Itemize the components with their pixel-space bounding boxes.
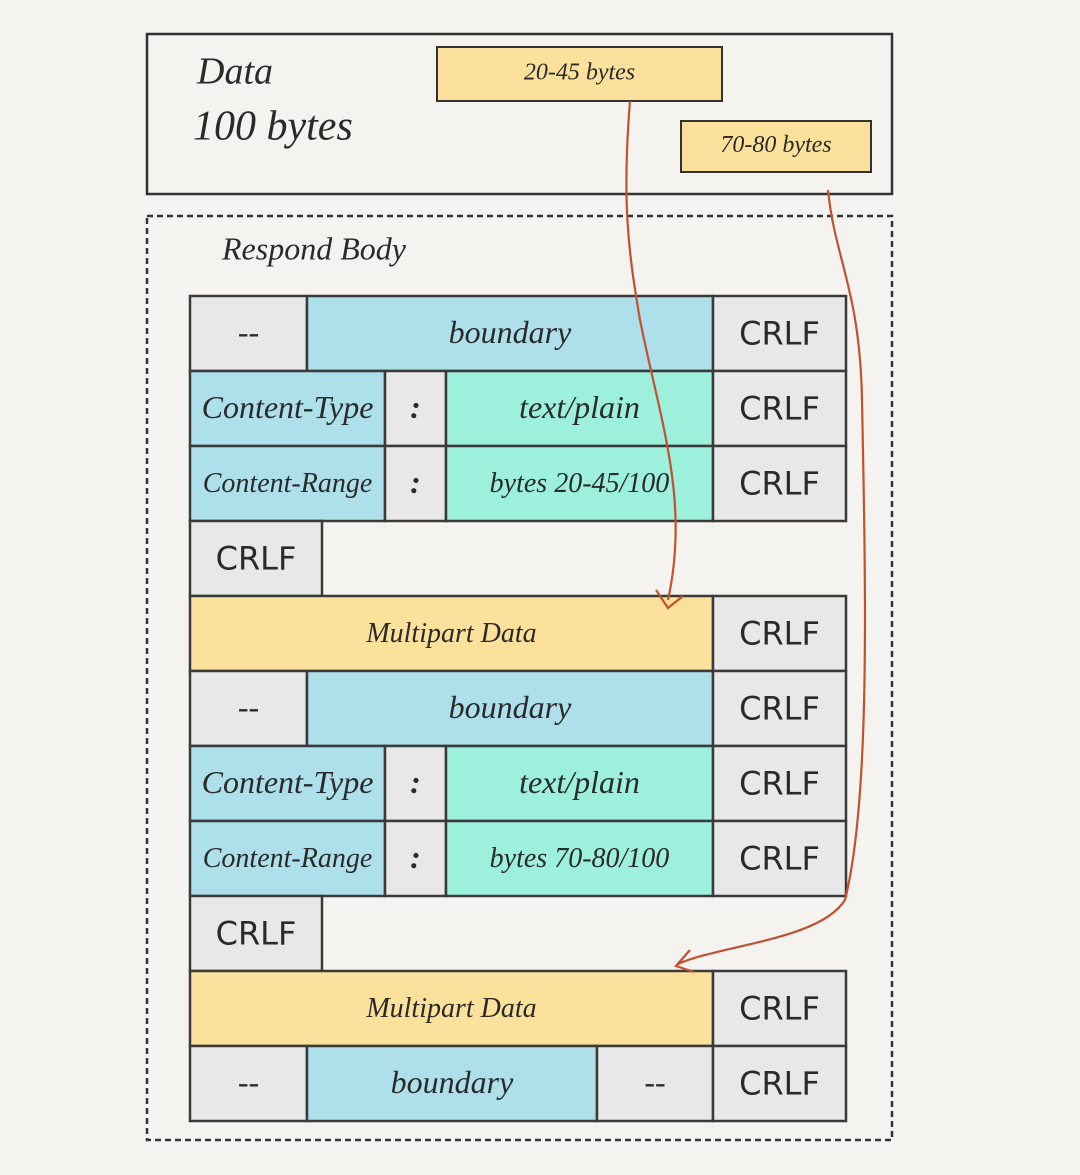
range-box	[680, 120, 872, 173]
cell-label: :	[410, 839, 421, 875]
cell-label: CRLF	[739, 390, 820, 428]
cell-label: Multipart Data	[365, 993, 536, 1024]
cell	[711, 444, 848, 523]
cell-label: --	[238, 689, 259, 725]
arrow	[625, 100, 677, 601]
ranges: 20-45 bytes 70-80 bytes	[436, 46, 872, 173]
range-label: 20-45 bytes	[524, 60, 635, 86]
cell-label: :	[410, 389, 421, 425]
cell	[711, 819, 848, 898]
cell-label: CRLF	[739, 465, 820, 503]
cell	[444, 744, 715, 823]
cell-label: boundary	[449, 314, 572, 350]
cell-label: bytes 20-45/100	[490, 468, 670, 499]
cell	[188, 369, 387, 448]
cell	[711, 594, 848, 673]
cell	[188, 1044, 309, 1123]
cell	[188, 669, 309, 748]
cell	[188, 519, 324, 598]
arrow-head	[674, 949, 695, 974]
cell-label: bytes 70-80/100	[490, 843, 670, 874]
cell-label: :	[410, 764, 421, 800]
cell-label: boundary	[449, 689, 572, 725]
cell-label: CRLF	[739, 615, 820, 653]
cell	[305, 669, 715, 748]
cell-label: Content-Range	[203, 843, 373, 874]
cell	[383, 819, 448, 898]
cell-label: CRLF	[739, 315, 820, 353]
cell-label: CRLF	[739, 990, 820, 1028]
cell	[711, 294, 848, 373]
cell-label: CRLF	[216, 540, 297, 578]
cell	[188, 744, 387, 823]
cell	[383, 444, 448, 523]
cell	[711, 669, 848, 748]
arrow	[677, 189, 867, 966]
cell	[711, 744, 848, 823]
cell-label: text/plain	[519, 389, 640, 425]
data-box	[145, 32, 894, 196]
cell-label: CRLF	[739, 1065, 820, 1103]
cell-label: :	[410, 464, 421, 500]
body-title: Respond Body	[221, 230, 407, 266]
cell	[444, 369, 715, 448]
cell	[188, 444, 387, 523]
cell	[711, 1044, 848, 1123]
cell-label: Content-Type	[202, 764, 374, 800]
cell-label: Content-Type	[202, 389, 374, 425]
range-box	[436, 46, 723, 102]
cell-label: CRLF	[739, 765, 820, 803]
cell	[595, 1044, 715, 1123]
cell-label: CRLF	[739, 690, 820, 728]
cell	[383, 744, 448, 823]
cell	[188, 294, 309, 373]
data-title: Data	[196, 51, 273, 93]
cell	[444, 819, 715, 898]
cell	[711, 369, 848, 448]
cell-label: boundary	[391, 1064, 514, 1100]
rows: -- boundary CRLF Content-Type: text/plain CRL…	[188, 294, 848, 1123]
cell-label: text/plain	[519, 764, 640, 800]
cell-label: CRLF	[216, 915, 297, 953]
cell	[188, 894, 324, 973]
arrow-head	[655, 589, 684, 610]
range-label: 70-80 bytes	[720, 132, 831, 158]
cell-label: --	[238, 314, 259, 350]
cell	[188, 819, 387, 898]
cell-label: Content-Range	[203, 468, 373, 499]
cell-label: CRLF	[739, 840, 820, 878]
cell	[188, 594, 715, 673]
cell-label: Multipart Data	[365, 618, 536, 649]
data-size: 100 bytes	[193, 104, 353, 150]
body-box	[145, 214, 894, 1142]
cell-label: --	[238, 1064, 259, 1100]
cell-label: --	[644, 1064, 665, 1100]
